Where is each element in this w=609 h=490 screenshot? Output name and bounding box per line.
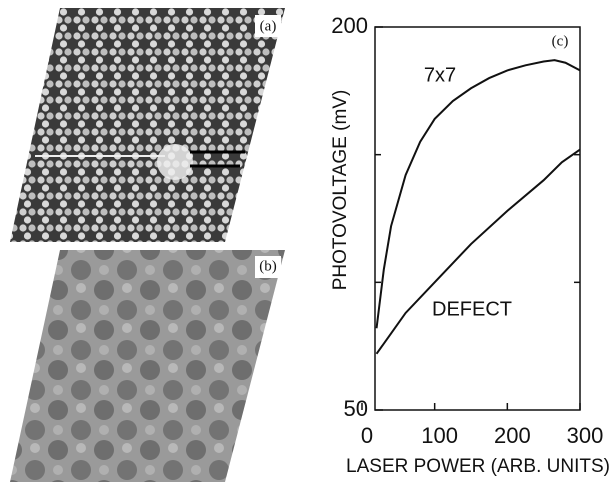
y-tick-label: 50 [344, 396, 368, 421]
x-axis-label: LASER POWER (ARB. UNITS) [346, 456, 609, 477]
x-tick-label: 200 [494, 423, 531, 448]
line-series [377, 150, 580, 354]
stm-image-b [10, 250, 285, 482]
y-tick-label: 200 [331, 13, 368, 38]
panel-label: (c) [552, 33, 569, 49]
x-tick-label: 100 [421, 423, 458, 448]
x-tick-label: 300 [567, 423, 604, 448]
series-label: DEFECT [432, 298, 512, 320]
panel-label: (a) [260, 18, 277, 34]
chart: 50 200 0 100 200 300 LASER POWER (ARB. UNITS) P… [330, 13, 609, 477]
figure: (a) (b) 50 200 0 100 200 300 LASER POWER (ARB.… [0, 0, 609, 490]
defect-spot [157, 144, 193, 180]
y-axis-label: PHOTOVOLTAGE (mV) [330, 90, 351, 291]
series-label: 7x7 [424, 64, 456, 86]
x-tick-label: 0 [361, 423, 373, 448]
line-series [377, 60, 580, 328]
panel-label: (b) [259, 258, 277, 274]
stm-image-a [10, 8, 285, 242]
